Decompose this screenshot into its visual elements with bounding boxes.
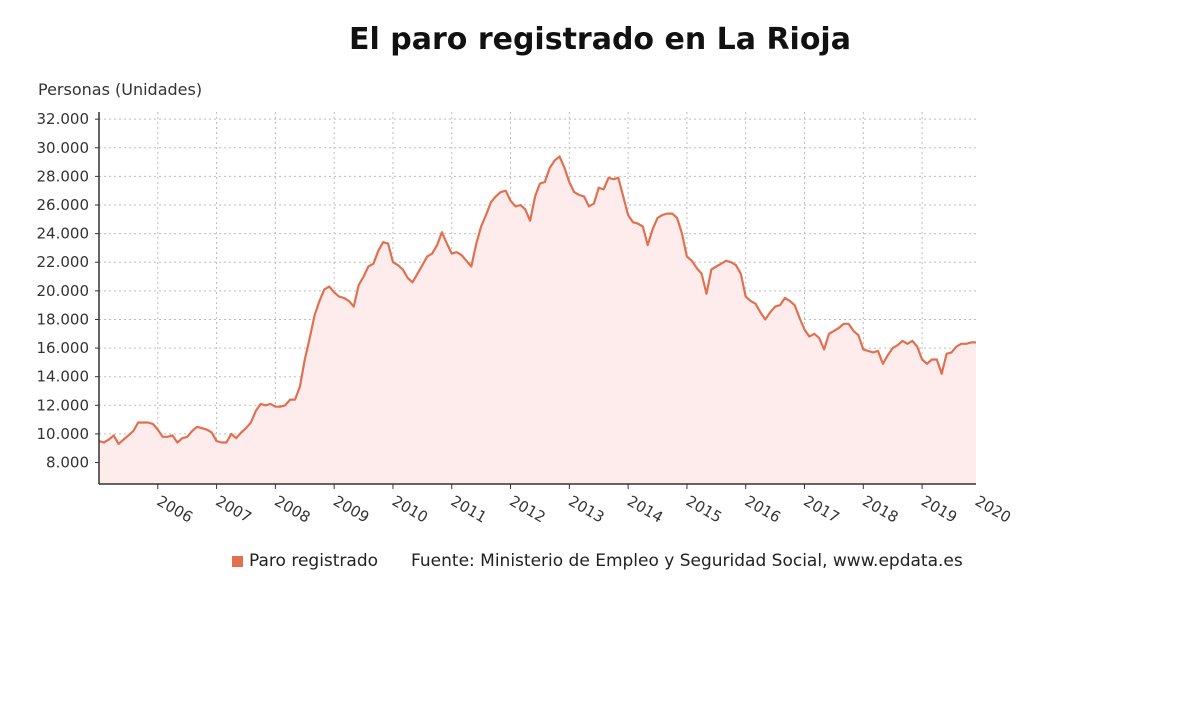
x-tick-label: 2012 [507,492,549,527]
y-tick-label: 10.000 [37,425,90,443]
y-tick-label: 24.000 [37,225,90,243]
y-axis-label: Personas (Unidades) [38,80,203,99]
series-line [98,155,976,445]
chart-title: El paro registrado en La Rioja [349,22,851,57]
x-tick-label: 2018 [859,492,901,527]
legend: Paro registrado Fuente: Ministerio de Em… [232,551,963,571]
x-tick-label: 2011 [448,492,490,527]
x-tick-label: 2019 [918,492,960,527]
series-line-paro-registrado [98,155,976,445]
series-area-fill [99,156,976,484]
x-tick-label: 2017 [801,492,843,527]
x-tick-label: 2009 [330,492,372,527]
source-note: Fuente: Ministerio de Empleo y Seguridad… [411,551,963,571]
legend-series-label: Paro registrado [249,551,379,571]
y-tick-label: 26.000 [37,196,90,214]
x-tick-labels: 2006 2007 2008 2009 2010 2011 2012 2013 2014 2015… [154,492,1014,527]
y-tick-label: 14.000 [37,368,90,386]
x-tick-label: 2013 [565,492,607,527]
y-tick-label: 8.000 [46,454,89,472]
y-tick-label: 12.000 [37,396,90,414]
series-area [99,156,976,484]
axes [95,112,976,489]
legend-swatch [232,555,243,567]
y-tick-labels: 8.000 10.000 12.000 14.000 16.000 18.000 20.00… [37,110,90,471]
y-tick-label: 16.000 [37,339,90,357]
y-tick-label: 30.000 [37,139,90,157]
x-tick-label: 2020 [972,492,1014,527]
y-tick-label: 28.000 [37,167,90,185]
x-tick-label: 2007 [213,492,255,527]
x-tick-label: 2015 [683,492,725,527]
x-tick-label: 2016 [742,492,784,527]
x-tick-label: 2014 [624,492,666,527]
y-tick-label: 18.000 [37,310,90,328]
x-tick-label: 2008 [271,492,313,527]
y-tick-label: 32.000 [37,110,90,128]
x-tick-label: 2010 [389,492,431,527]
y-tick-label: 22.000 [37,253,90,271]
x-tick-label: 2006 [154,492,196,527]
y-tick-label: 20.000 [37,282,90,300]
